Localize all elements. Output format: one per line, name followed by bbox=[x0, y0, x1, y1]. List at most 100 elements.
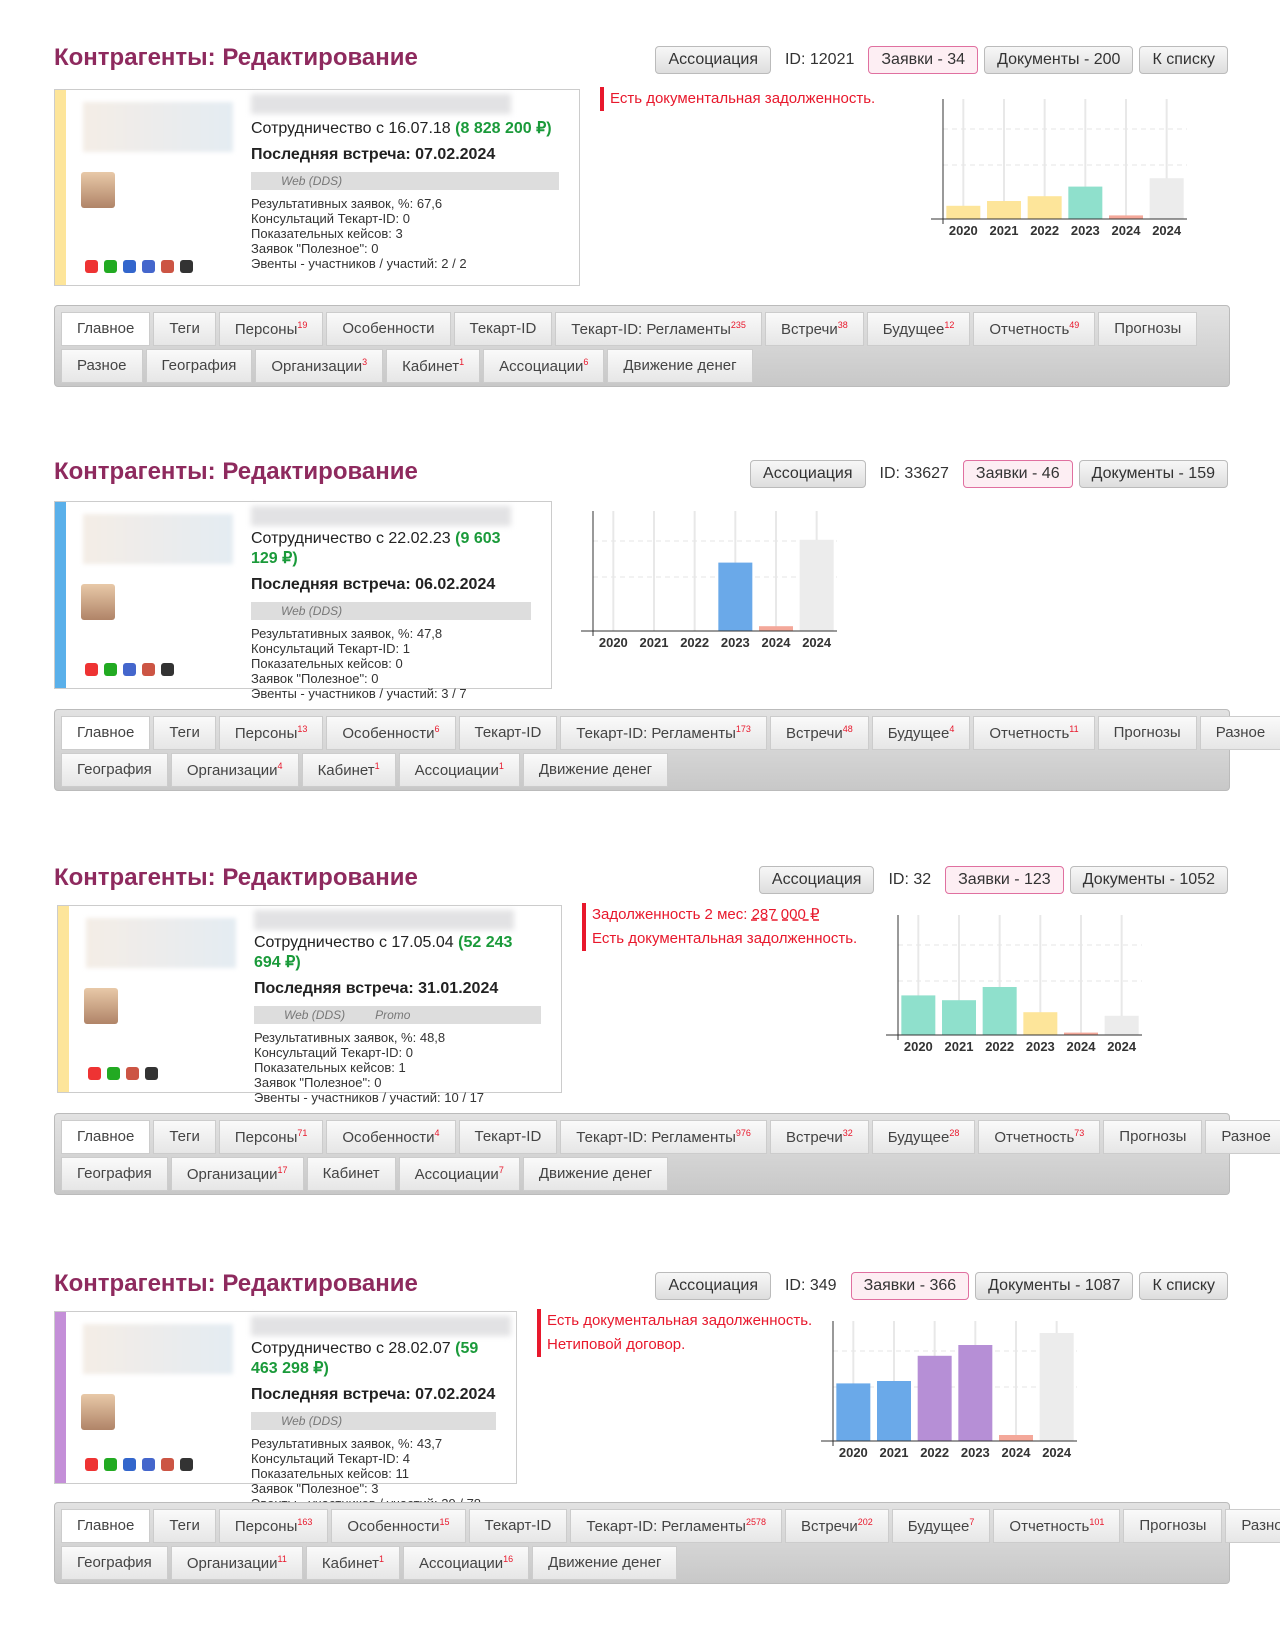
tab[interactable]: Текарт-ID: Регламенты2578 bbox=[570, 1509, 782, 1543]
tab[interactable]: Отчетность49 bbox=[973, 312, 1096, 346]
tab[interactable]: Текарт-ID bbox=[453, 312, 553, 346]
requests-button[interactable]: Заявки - 366 bbox=[850, 1272, 970, 1300]
tab[interactable]: Будущее4 bbox=[871, 716, 971, 750]
icon[interactable] bbox=[88, 1067, 101, 1080]
icon[interactable] bbox=[142, 1458, 155, 1471]
tab[interactable]: Особенности15 bbox=[331, 1509, 466, 1543]
tab[interactable]: Текарт-ID: Регламенты235 bbox=[555, 312, 762, 346]
requests-button[interactable]: Заявки - 34 bbox=[868, 46, 979, 74]
tab[interactable]: Будущее12 bbox=[866, 312, 971, 346]
association-button[interactable]: Ассоциация bbox=[655, 46, 771, 74]
association-button[interactable]: Ассоциация bbox=[750, 460, 866, 488]
requests-button[interactable]: Заявки - 46 bbox=[962, 460, 1073, 488]
icon[interactable] bbox=[180, 1458, 193, 1471]
tab[interactable]: География bbox=[61, 753, 168, 787]
tab[interactable]: География bbox=[61, 1546, 168, 1580]
icon[interactable] bbox=[123, 260, 136, 273]
tab[interactable]: Ассоциации1 bbox=[398, 753, 520, 787]
icon[interactable] bbox=[126, 1067, 139, 1080]
tab[interactable]: Отчетность73 bbox=[978, 1120, 1101, 1154]
tab[interactable]: Организации11 bbox=[170, 1546, 303, 1580]
tab[interactable]: Главное bbox=[61, 716, 151, 750]
tab[interactable]: Прогнозы bbox=[1123, 1509, 1223, 1543]
tab[interactable]: Отчетность101 bbox=[993, 1509, 1121, 1543]
tab[interactable]: Персоны163 bbox=[218, 1509, 329, 1543]
tab[interactable]: Организации3 bbox=[255, 349, 384, 383]
icon[interactable] bbox=[85, 663, 98, 676]
tab[interactable]: Отчетность11 bbox=[973, 716, 1095, 750]
tab[interactable]: География bbox=[61, 1157, 168, 1191]
tab[interactable]: Встречи48 bbox=[769, 716, 869, 750]
tab[interactable]: Разное bbox=[1199, 716, 1280, 750]
tab[interactable]: Прогнозы bbox=[1098, 312, 1198, 346]
tab[interactable]: Ассоциации7 bbox=[398, 1157, 520, 1191]
tab[interactable]: География bbox=[145, 349, 253, 383]
requests-button[interactable]: Заявки - 123 bbox=[945, 866, 1064, 894]
icon[interactable] bbox=[180, 260, 193, 273]
icon[interactable] bbox=[161, 1458, 174, 1471]
tab[interactable]: Разное bbox=[1225, 1509, 1280, 1543]
tab[interactable]: Прогнозы bbox=[1097, 716, 1197, 750]
tab[interactable]: Персоны71 bbox=[218, 1120, 324, 1154]
tab[interactable]: Кабинет1 bbox=[301, 753, 396, 787]
tab[interactable]: Теги bbox=[153, 1120, 216, 1154]
icon[interactable] bbox=[104, 260, 117, 273]
tab[interactable]: Движение денег bbox=[607, 349, 753, 383]
icon[interactable] bbox=[85, 1458, 98, 1471]
tab[interactable]: Теги bbox=[153, 1509, 216, 1543]
tab[interactable]: Текарт-ID bbox=[458, 716, 558, 750]
tab[interactable]: Персоны19 bbox=[218, 312, 324, 346]
icon[interactable] bbox=[123, 663, 136, 676]
tab[interactable]: Главное bbox=[61, 312, 151, 346]
tab[interactable]: Движение денег bbox=[532, 1546, 678, 1580]
tab[interactable]: Разное bbox=[61, 349, 143, 383]
tab[interactable]: Будущее7 bbox=[891, 1509, 991, 1543]
tab[interactable]: Теги bbox=[153, 312, 216, 346]
documents-button[interactable]: Документы - 159 bbox=[1078, 460, 1228, 488]
documents-button[interactable]: Документы - 1087 bbox=[975, 1272, 1134, 1300]
back-button[interactable]: К списку bbox=[1139, 1272, 1228, 1300]
tab[interactable]: Кабинет1 bbox=[386, 349, 481, 383]
tab[interactable]: Текарт-ID: Регламенты976 bbox=[560, 1120, 767, 1154]
tab[interactable]: Особенности bbox=[326, 312, 451, 346]
tab[interactable]: Главное bbox=[61, 1120, 151, 1154]
tab[interactable]: Встречи38 bbox=[764, 312, 864, 346]
tab[interactable]: Главное bbox=[61, 1509, 151, 1543]
tab[interactable]: Движение денег bbox=[522, 1157, 669, 1191]
tab[interactable]: Будущее28 bbox=[871, 1120, 976, 1154]
tab[interactable]: Разное bbox=[1205, 1120, 1280, 1154]
tab[interactable]: Ассоциации16 bbox=[402, 1546, 530, 1580]
documents-button[interactable]: Документы - 1052 bbox=[1069, 866, 1228, 894]
tab[interactable]: Организации4 bbox=[170, 753, 299, 787]
tab[interactable]: Организации17 bbox=[170, 1157, 304, 1191]
tab[interactable]: Встречи202 bbox=[784, 1509, 889, 1543]
documents-button[interactable]: Документы - 200 bbox=[984, 46, 1134, 74]
icon[interactable] bbox=[142, 663, 155, 676]
tab[interactable]: Движение денег bbox=[522, 753, 669, 787]
tab[interactable]: Текарт-ID bbox=[468, 1509, 568, 1543]
icon[interactable] bbox=[145, 1067, 158, 1080]
association-button[interactable]: Ассоциация bbox=[758, 866, 875, 894]
association-button[interactable]: Ассоциация bbox=[655, 1272, 771, 1300]
icon[interactable] bbox=[104, 1458, 117, 1471]
alert-link[interactable]: 287 000 ₽ bbox=[751, 906, 820, 923]
icon[interactable] bbox=[142, 260, 155, 273]
tab[interactable]: Персоны13 bbox=[218, 716, 324, 750]
tab[interactable]: Текарт-ID: Регламенты173 bbox=[560, 716, 767, 750]
icon[interactable] bbox=[85, 260, 98, 273]
icon[interactable] bbox=[104, 663, 117, 676]
icon[interactable] bbox=[161, 663, 174, 676]
tab[interactable]: Особенности4 bbox=[326, 1120, 456, 1154]
icon[interactable] bbox=[107, 1067, 120, 1080]
tab[interactable]: Теги bbox=[153, 716, 216, 750]
back-button[interactable]: К списку bbox=[1139, 46, 1228, 74]
tab[interactable]: Особенности6 bbox=[326, 716, 456, 750]
tab[interactable]: Ассоциации6 bbox=[483, 349, 605, 383]
tab[interactable]: Кабинет bbox=[306, 1157, 396, 1191]
tab[interactable]: Текарт-ID bbox=[458, 1120, 558, 1154]
tab[interactable]: Встречи32 bbox=[769, 1120, 869, 1154]
tab[interactable]: Кабинет1 bbox=[305, 1546, 400, 1580]
icon[interactable] bbox=[123, 1458, 136, 1471]
icon[interactable] bbox=[161, 260, 174, 273]
tab[interactable]: Прогнозы bbox=[1103, 1120, 1203, 1154]
